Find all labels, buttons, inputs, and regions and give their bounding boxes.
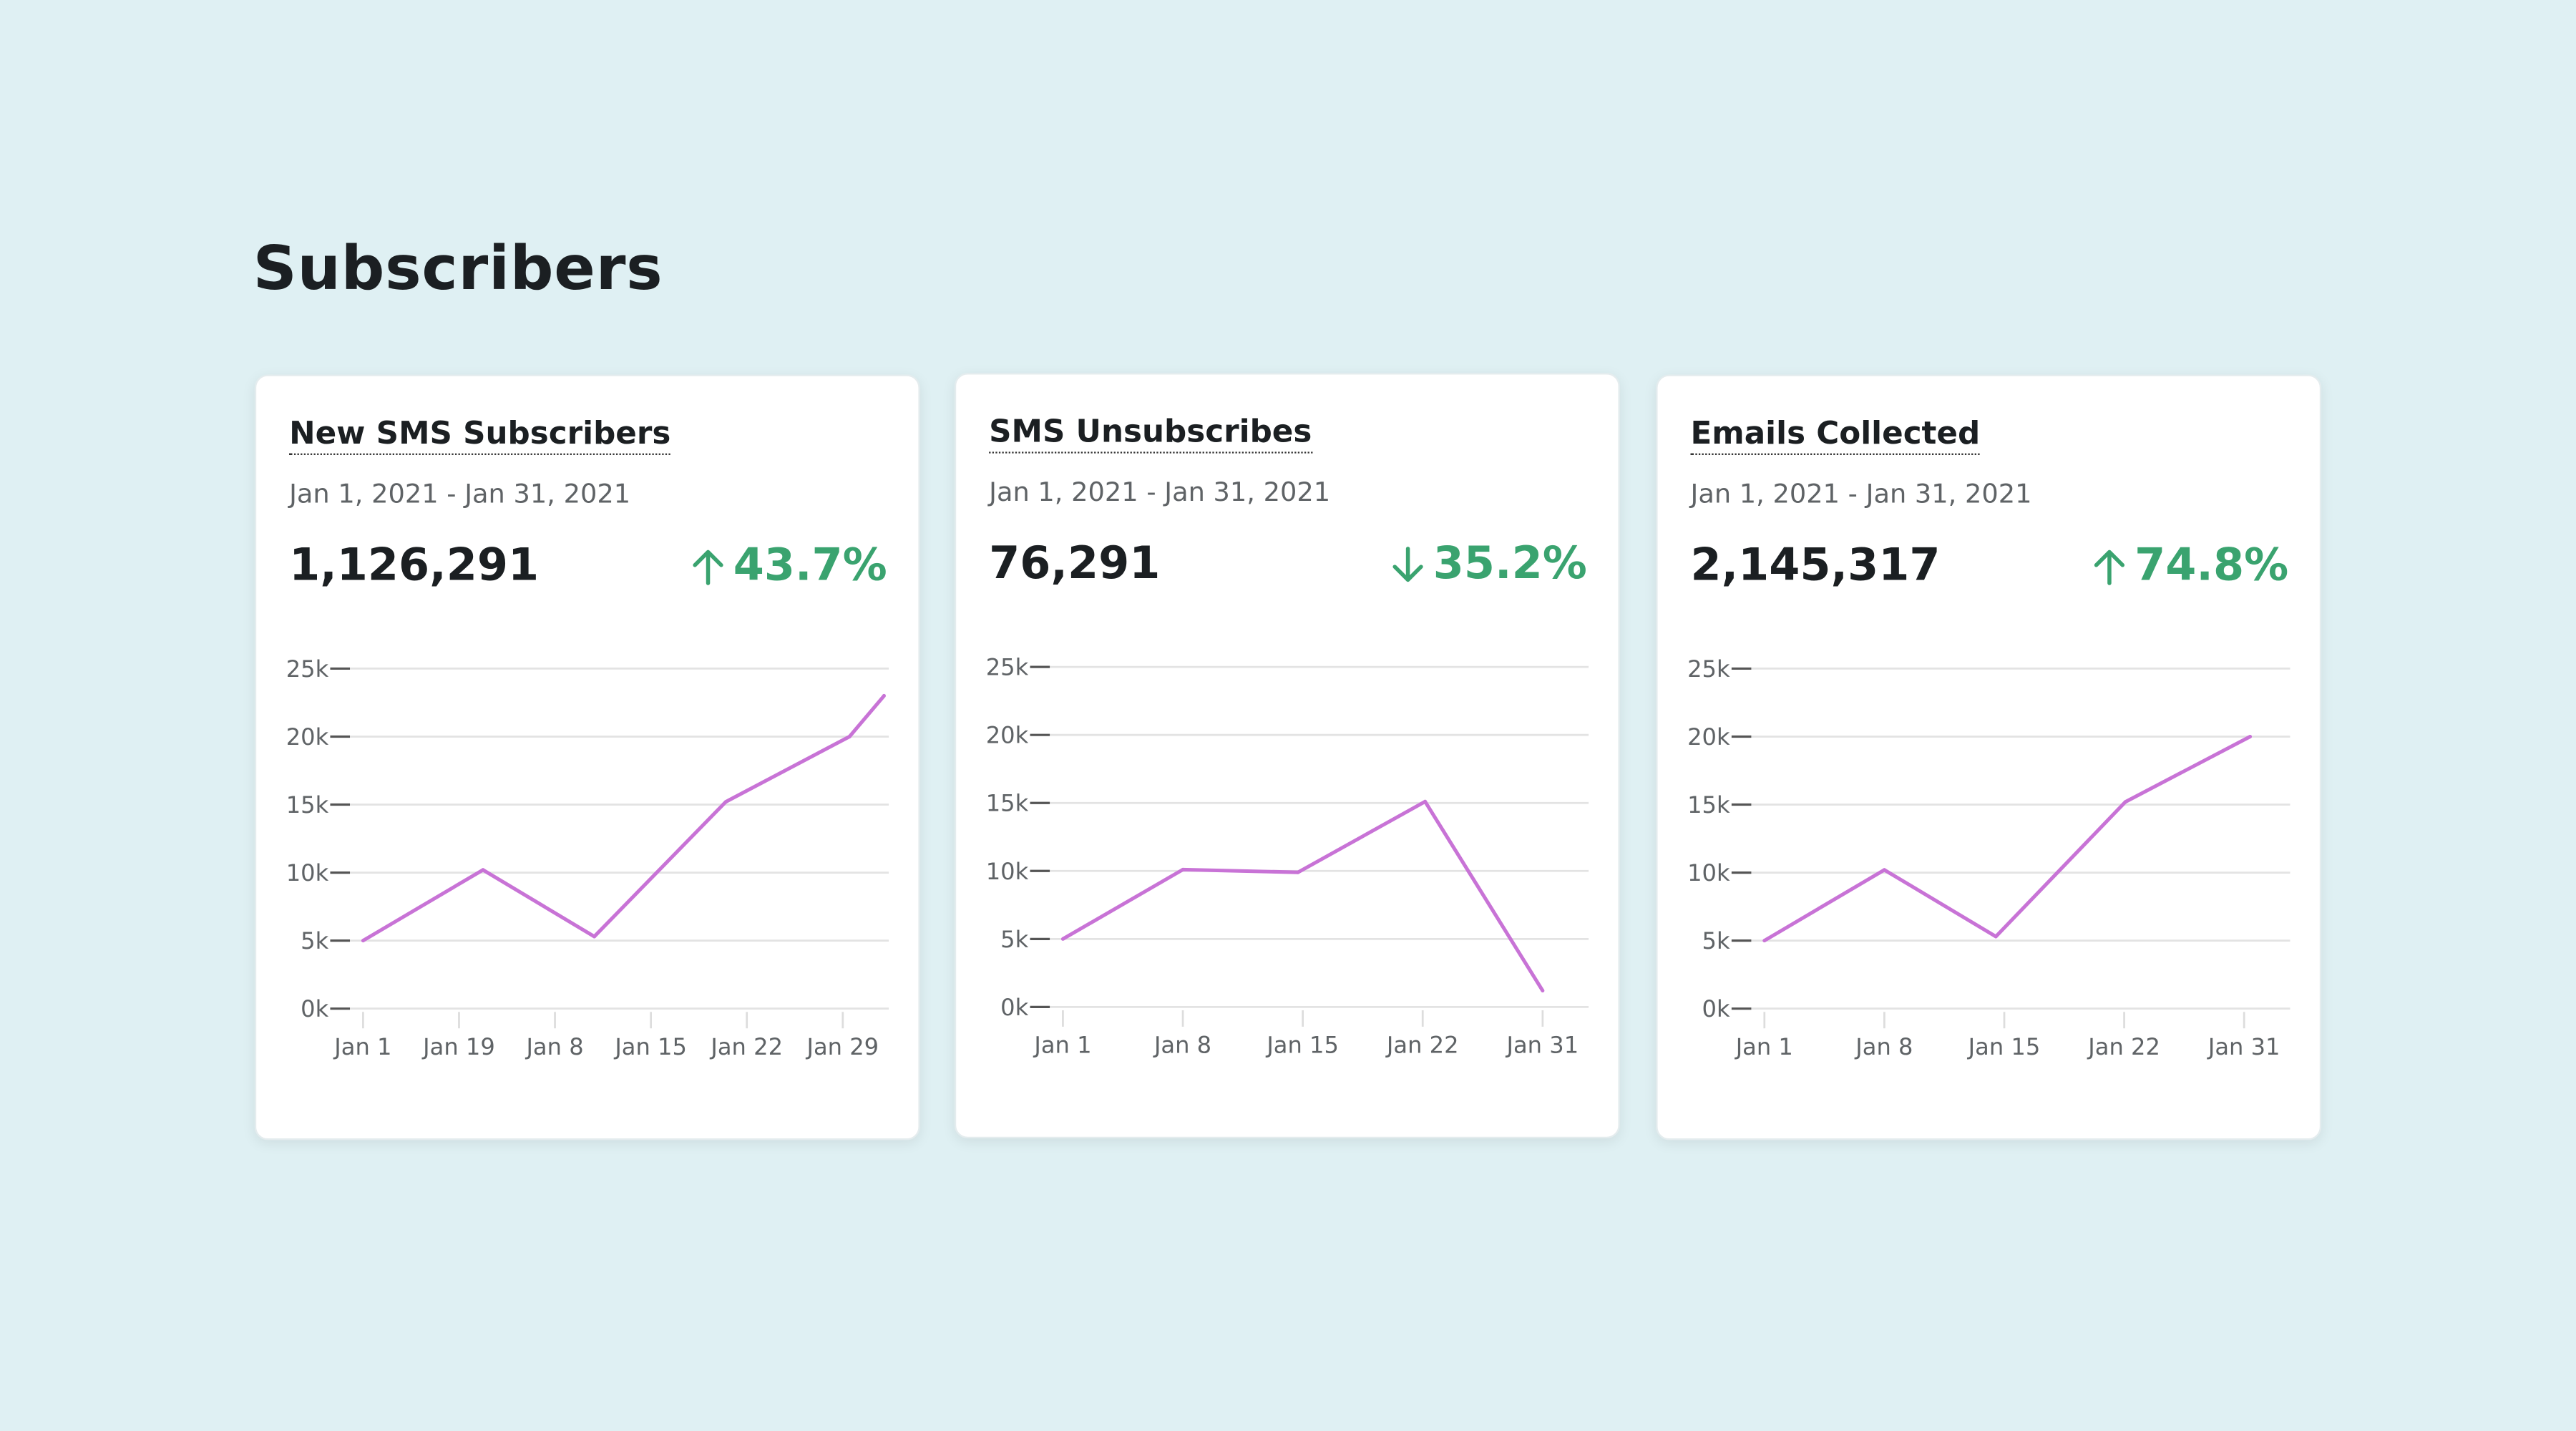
y-tick-label: 5k xyxy=(1000,926,1028,953)
data-point xyxy=(1296,870,1300,874)
metric-card: SMS Unsubscribes Jan 1, 2021 - Jan 31, 2… xyxy=(954,373,1620,1139)
change-indicator: 74.8% xyxy=(2092,540,2289,592)
y-tick-label: 20k xyxy=(1687,723,1730,751)
metric-card: Emails Collected Jan 1, 2021 - Jan 31, 2… xyxy=(1656,374,2322,1141)
x-tick-label: Jan 8 xyxy=(1153,1032,1211,1059)
arrow-up-icon xyxy=(693,549,724,585)
y-tick-label: 5k xyxy=(1702,927,1730,954)
data-point xyxy=(1423,799,1428,804)
y-tick-label: 10k xyxy=(1687,859,1730,887)
metric-value: 2,145,317 xyxy=(1690,540,1941,592)
data-point xyxy=(847,734,852,739)
x-tick-label: Jan 22 xyxy=(709,1033,783,1060)
metric-card: New SMS Subscribers Jan 1, 2021 - Jan 31… xyxy=(254,374,920,1141)
date-range: Jan 1, 2021 - Jan 31, 2021 xyxy=(1690,478,2032,509)
series-line xyxy=(1062,799,1544,992)
y-tick-label: 20k xyxy=(286,723,329,751)
y-tick-label: 0k xyxy=(1000,994,1028,1021)
y-tick-label: 10k xyxy=(986,858,1029,885)
data-point xyxy=(1882,868,1886,872)
data-point xyxy=(1994,934,1998,939)
x-tick-label: Jan 8 xyxy=(1854,1033,1913,1060)
change-indicator: 43.7% xyxy=(691,540,887,592)
data-point xyxy=(592,934,597,939)
data-point xyxy=(1181,867,1185,871)
change-indicator: 35.2% xyxy=(1390,539,1587,590)
x-tick-label: Jan 15 xyxy=(1265,1032,1339,1059)
line-chart: 0k 5k 10k 15k 20k 25k Jan 1 Jan 8 Jan 15 Jan 22 Ja… xyxy=(986,654,1589,1059)
y-tick-label: 15k xyxy=(286,791,329,819)
change-percent: 35.2% xyxy=(1433,539,1587,590)
data-point xyxy=(481,868,485,872)
data-point xyxy=(1060,937,1065,941)
arrow-down-icon xyxy=(1393,545,1424,582)
x-tick-label: Jan 29 xyxy=(805,1033,879,1060)
y-tick-label: 25k xyxy=(986,654,1029,681)
date-range: Jan 1, 2021 - Jan 31, 2021 xyxy=(989,476,1331,508)
x-tick-label: Jan 1 xyxy=(1033,1032,1091,1059)
y-tick-label: 5k xyxy=(301,927,328,954)
x-tick-label: Jan 19 xyxy=(421,1033,495,1060)
change-percent: 43.7% xyxy=(733,540,887,592)
line-chart: 0k 5k 10k 15k 20k 25k Jan 1 Jan 19 Jan 8 Jan 15 Ja… xyxy=(286,655,889,1060)
data-point xyxy=(2248,734,2253,739)
card-title[interactable]: Emails Collected xyxy=(1690,416,1981,455)
x-tick-label: Jan 31 xyxy=(1506,1032,1579,1059)
change-percent: 74.8% xyxy=(2135,540,2289,592)
y-tick-label: 15k xyxy=(1687,791,1730,819)
data-point xyxy=(882,693,886,698)
x-tick-label: Jan 8 xyxy=(525,1033,583,1060)
x-tick-label: Jan 22 xyxy=(2087,1033,2160,1060)
y-tick-label: 0k xyxy=(301,995,328,1022)
data-point xyxy=(2123,800,2127,804)
y-tick-label: 20k xyxy=(986,722,1029,749)
y-tick-label: 25k xyxy=(1687,655,1730,683)
data-point xyxy=(361,939,365,943)
data-point xyxy=(1762,939,1767,943)
y-tick-label: 15k xyxy=(986,790,1029,817)
metric-value: 1,126,291 xyxy=(289,540,540,592)
metric-value: 76,291 xyxy=(989,539,1161,590)
x-tick-label: Jan 31 xyxy=(2207,1033,2280,1060)
y-tick-label: 10k xyxy=(286,859,329,887)
series-line xyxy=(1763,735,2251,942)
y-tick-label: 25k xyxy=(286,655,329,683)
data-point xyxy=(1541,989,1545,993)
card-title[interactable]: SMS Unsubscribes xyxy=(989,414,1312,454)
x-tick-label: Jan 1 xyxy=(1735,1033,1793,1060)
x-tick-label: Jan 15 xyxy=(1967,1033,2041,1060)
y-tick-label: 0k xyxy=(1702,995,1730,1022)
date-range: Jan 1, 2021 - Jan 31, 2021 xyxy=(289,478,631,509)
x-tick-label: Jan 15 xyxy=(613,1033,687,1060)
page-title: Subscribers xyxy=(253,233,663,304)
arrow-up-icon xyxy=(2094,549,2125,585)
x-tick-label: Jan 1 xyxy=(333,1033,391,1060)
card-title[interactable]: New SMS Subscribers xyxy=(289,416,671,455)
data-point xyxy=(723,800,728,804)
x-tick-label: Jan 22 xyxy=(1385,1032,1459,1059)
series-line xyxy=(362,694,886,942)
line-chart: 0k 5k 10k 15k 20k 25k Jan 1 Jan 8 Jan 15 Jan 22 Ja… xyxy=(1687,655,2290,1060)
